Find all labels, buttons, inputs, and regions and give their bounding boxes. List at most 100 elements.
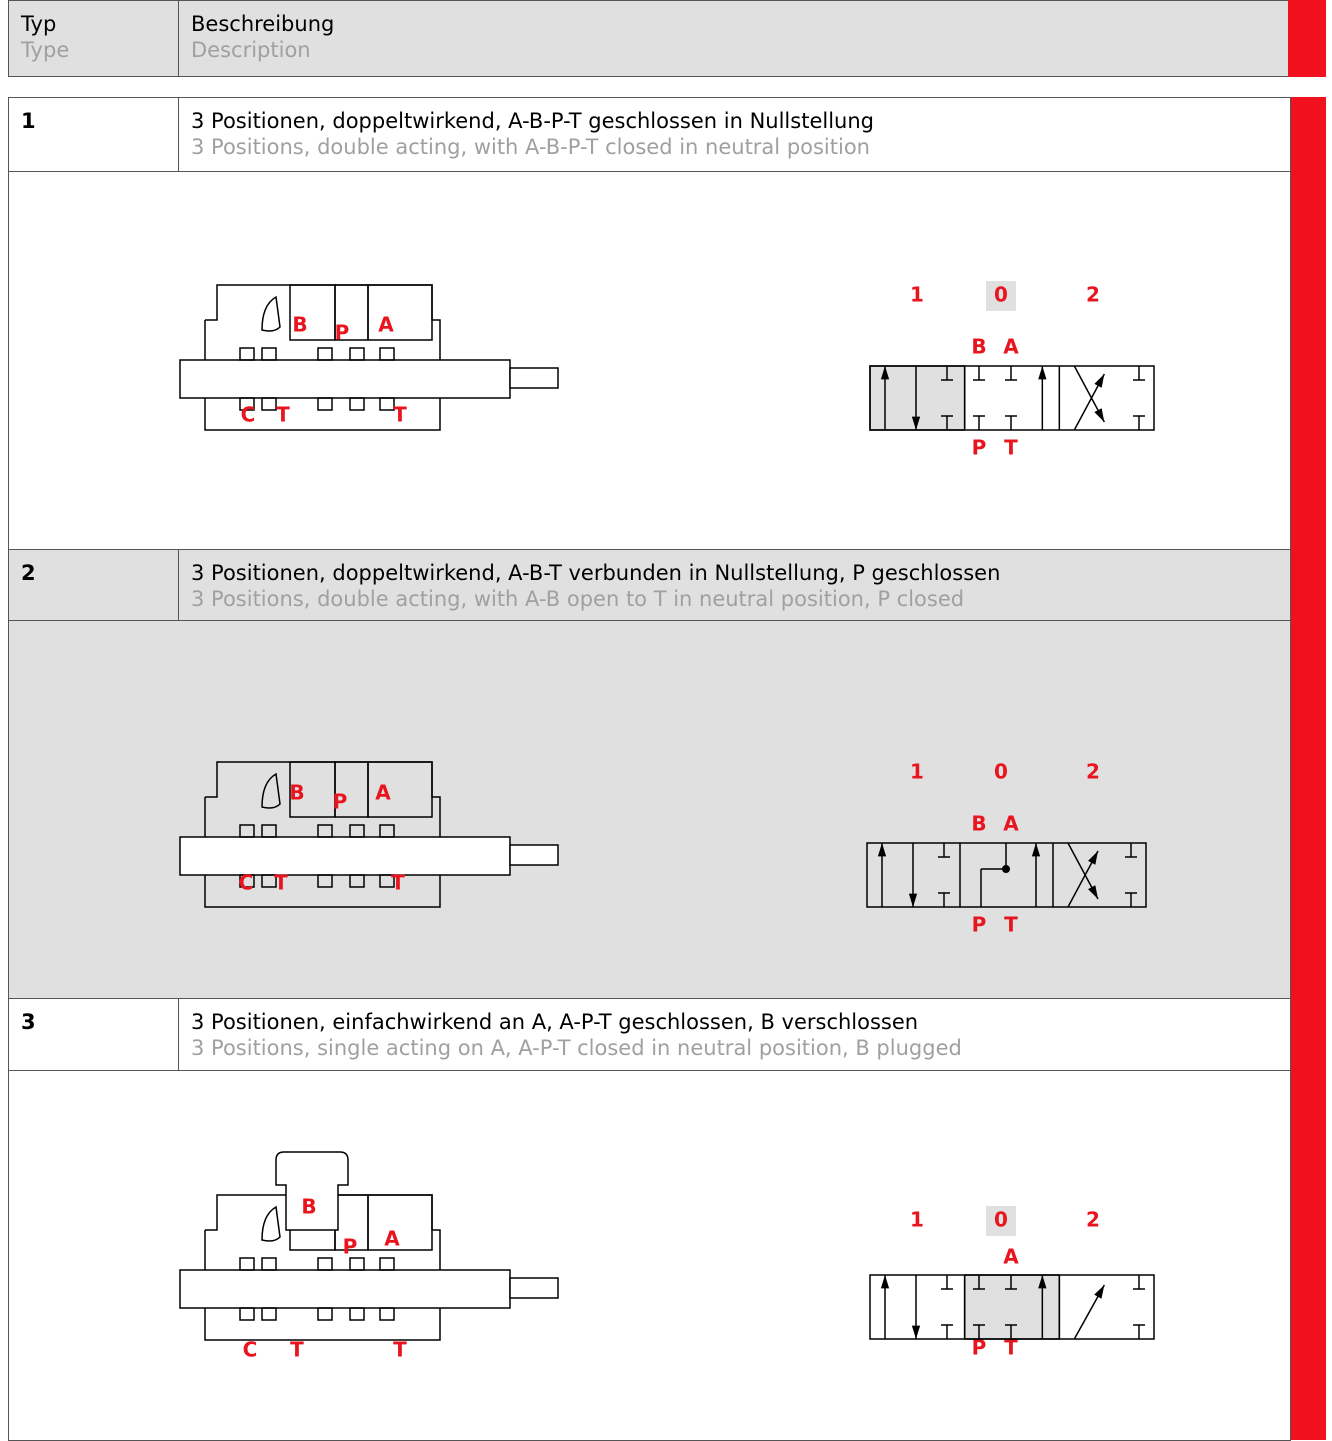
header-type: Typ xyxy=(21,12,57,36)
shape xyxy=(349,824,365,838)
shape xyxy=(239,1307,255,1321)
arrow-head xyxy=(1088,885,1098,899)
port-label: P xyxy=(972,436,987,460)
title: 3 Positionen, doppeltwirkend, A-B-T verb… xyxy=(191,561,1001,585)
row-description: 3 Positionen, einfachwirkend an A, A-P-T… xyxy=(178,998,1291,1071)
red-bar xyxy=(1290,97,1326,1440)
port-label: T xyxy=(274,871,288,895)
shape xyxy=(349,1307,365,1321)
shape xyxy=(179,1269,511,1309)
arrow-head xyxy=(908,893,918,907)
position-label: 1 xyxy=(910,1208,924,1232)
position-label: 0 xyxy=(994,1208,1008,1232)
port-label: T xyxy=(393,403,407,427)
shape xyxy=(367,1194,433,1251)
shape xyxy=(239,347,255,361)
arrow-head xyxy=(911,1325,921,1339)
port-label: B xyxy=(292,313,307,337)
shape xyxy=(317,1257,333,1271)
shape xyxy=(379,824,395,838)
shape xyxy=(239,397,255,411)
title: 3 Positionen, einfachwirkend an A, A-P-T… xyxy=(191,1010,919,1034)
shape xyxy=(349,397,365,411)
row-image xyxy=(8,620,1291,999)
shape xyxy=(261,824,277,838)
title: 3 Positionen, doppeltwirkend, A-B-P-T ge… xyxy=(191,109,874,133)
lever xyxy=(261,295,281,332)
row-description: 3 Positionen, doppeltwirkend, A-B-T verb… xyxy=(178,549,1291,621)
port-label: T xyxy=(1004,913,1018,937)
shape xyxy=(509,844,559,866)
position-label: 2 xyxy=(1086,760,1100,784)
shape xyxy=(261,397,277,411)
port-label: T xyxy=(1004,1336,1018,1360)
port-label: B xyxy=(971,335,986,359)
position-label: 1 xyxy=(910,760,924,784)
lever xyxy=(261,1205,281,1242)
position-label: 2 xyxy=(1086,283,1100,307)
port-label: T xyxy=(276,403,290,427)
shape xyxy=(261,347,277,361)
shape xyxy=(509,367,559,389)
header-description: Beschreibung xyxy=(191,12,335,36)
shape xyxy=(239,874,255,888)
arrow-head xyxy=(911,416,921,430)
port-label: T xyxy=(1004,436,1018,460)
shape xyxy=(349,347,365,361)
shape xyxy=(367,284,433,341)
port-label: B xyxy=(301,1195,316,1219)
title-en: 3 Positions, double acting, with A-B-P-T… xyxy=(191,135,870,159)
shape xyxy=(317,824,333,838)
shape xyxy=(317,1307,333,1321)
shape xyxy=(379,347,395,361)
port-label: C xyxy=(239,871,254,895)
title-en: 3 Positions, single acting on A, A-P-T c… xyxy=(191,1036,962,1060)
port-label: A xyxy=(384,1227,400,1251)
port-label: A xyxy=(375,781,391,805)
arrow-head xyxy=(880,1275,890,1289)
port-label: P xyxy=(335,321,350,345)
shape xyxy=(869,365,1155,431)
shape xyxy=(349,874,365,888)
arrow-head xyxy=(1094,1285,1105,1299)
position-label: 0 xyxy=(994,283,1008,307)
lever xyxy=(261,772,281,809)
red-bar xyxy=(1288,0,1326,77)
junction xyxy=(1002,865,1010,873)
shape xyxy=(179,836,511,876)
port-label: A xyxy=(1003,1245,1019,1269)
port-label: P xyxy=(972,913,987,937)
arrow-head xyxy=(880,366,890,380)
shape xyxy=(869,1274,1155,1340)
shape xyxy=(239,1257,255,1271)
port-label: B xyxy=(289,781,304,805)
arrow-head xyxy=(1031,843,1041,857)
port-label: A xyxy=(1003,812,1019,836)
shape xyxy=(349,1257,365,1271)
port-label: P xyxy=(333,790,348,814)
shape xyxy=(261,1307,277,1321)
shape xyxy=(239,824,255,838)
arrow-head xyxy=(1094,408,1105,422)
header-cell: Typ Type xyxy=(8,0,179,77)
plug xyxy=(275,1151,349,1231)
port-label: B xyxy=(971,812,986,836)
shape xyxy=(379,397,395,411)
port-label: A xyxy=(1003,335,1019,359)
arrow-head xyxy=(877,843,887,857)
arrow-head xyxy=(1094,374,1105,388)
shape xyxy=(379,1307,395,1321)
port-label: T xyxy=(393,1338,407,1362)
zero-highlight xyxy=(986,758,1016,788)
header-cell: Beschreibung Description xyxy=(178,0,1289,77)
row-number: 2 xyxy=(8,549,179,621)
port-label: P xyxy=(972,1336,987,1360)
port-label: C xyxy=(243,1338,258,1362)
shape xyxy=(179,359,511,399)
position-label: 0 xyxy=(994,760,1008,784)
arrow-head xyxy=(1038,366,1047,380)
shape xyxy=(317,397,333,411)
title-en: 3 Positions, double acting, with A-B ope… xyxy=(191,587,965,611)
